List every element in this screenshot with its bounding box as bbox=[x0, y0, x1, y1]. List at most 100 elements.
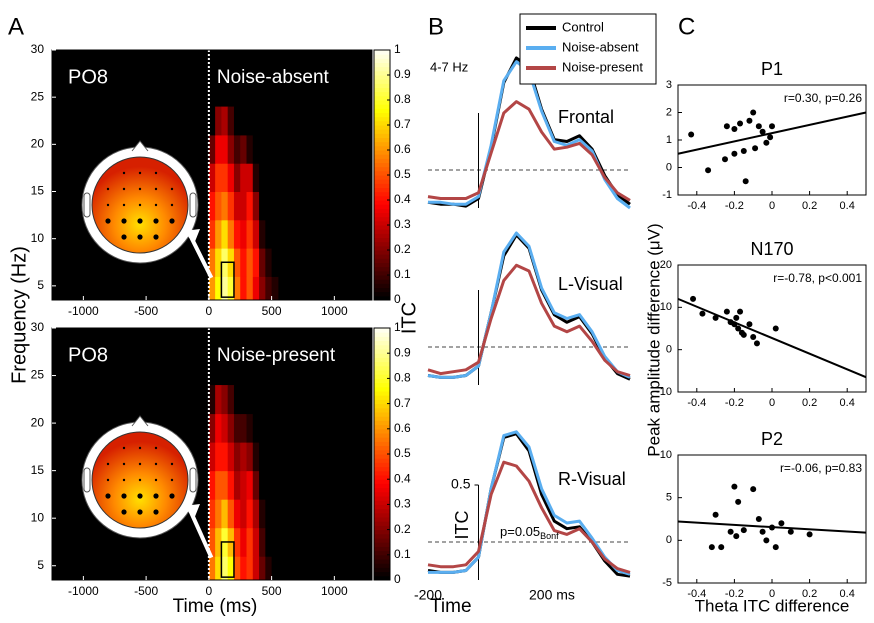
scatter-point bbox=[723, 123, 730, 130]
head-ear bbox=[189, 192, 197, 218]
electrode bbox=[106, 462, 110, 466]
heatmap-cell bbox=[208, 385, 216, 415]
heatmap-cell bbox=[215, 276, 222, 301]
electrode bbox=[137, 493, 143, 499]
y-tick-label: 20 bbox=[31, 415, 45, 429]
heatmap-cell bbox=[246, 527, 254, 557]
roi-box bbox=[220, 261, 235, 298]
colorbar-step bbox=[374, 245, 390, 251]
series-line bbox=[427, 100, 631, 202]
heatmap-cell bbox=[233, 499, 241, 529]
heatmap-cell bbox=[265, 191, 273, 221]
y-tick-label: 20 bbox=[31, 137, 45, 151]
heatmap-cell bbox=[252, 413, 260, 443]
heatmap-cell bbox=[259, 470, 266, 500]
colorbar-step bbox=[374, 87, 390, 93]
scatter-point bbox=[690, 295, 697, 302]
heatmap-cell bbox=[215, 163, 222, 193]
heatmap-cell bbox=[252, 442, 260, 472]
colorbar-step bbox=[374, 370, 390, 375]
colorbar-step bbox=[374, 470, 390, 476]
heatmap-cell bbox=[215, 470, 222, 500]
heatmap-cell bbox=[265, 499, 273, 529]
heatmap-cell bbox=[246, 219, 254, 249]
heatmap-cell bbox=[215, 248, 222, 277]
colorbar-step bbox=[374, 91, 390, 97]
scatter-point bbox=[806, 531, 813, 538]
colorbar-step bbox=[374, 449, 390, 455]
colorbar-step bbox=[374, 496, 390, 501]
colorbar-step bbox=[374, 424, 390, 430]
heatmap-cell bbox=[265, 248, 273, 277]
heatmap-cell bbox=[208, 499, 216, 529]
colorbar-step bbox=[374, 479, 390, 484]
heatmap-cell bbox=[215, 191, 222, 221]
scatter-point bbox=[759, 128, 766, 135]
y-tick-label: 5 bbox=[666, 492, 672, 504]
head-ear bbox=[189, 467, 197, 493]
heatmap-cell bbox=[233, 276, 241, 301]
colorbar-step bbox=[374, 158, 390, 163]
heatmap-cell bbox=[233, 219, 241, 249]
heatmap-cell bbox=[221, 276, 229, 301]
scatter-point bbox=[772, 325, 779, 332]
heatmap-cell bbox=[215, 385, 222, 415]
heatmap-cell bbox=[265, 442, 273, 472]
colorbar-step bbox=[374, 445, 390, 451]
colorbar-step bbox=[374, 212, 390, 218]
heatmap-cell bbox=[259, 219, 266, 249]
series-line bbox=[427, 263, 631, 377]
heatmap-cell bbox=[265, 106, 273, 136]
colorbar-step bbox=[374, 154, 390, 159]
electrode bbox=[122, 478, 126, 482]
heatmap-cell bbox=[240, 134, 248, 164]
colorbar-tick-label: 0.9 bbox=[394, 345, 411, 359]
heatmap-cell bbox=[259, 556, 266, 581]
scatter-point bbox=[731, 126, 738, 132]
heatmap-cell bbox=[265, 527, 273, 557]
heatmap-cell bbox=[233, 134, 241, 164]
scatter-point bbox=[752, 145, 759, 152]
heatmap-cell bbox=[221, 163, 229, 193]
heatmap-cell bbox=[271, 527, 279, 557]
y-tick-label: 2 bbox=[666, 106, 672, 118]
colorbar-step bbox=[374, 70, 390, 76]
scatter-point bbox=[763, 537, 770, 544]
colorbar-tick-label: 0.9 bbox=[394, 67, 411, 81]
heatmap-cell bbox=[252, 163, 260, 193]
heatmap-cell bbox=[208, 106, 216, 136]
heatmap-cell bbox=[240, 385, 248, 415]
x-tick-label: 0.2 bbox=[802, 588, 817, 600]
colorbar-step bbox=[374, 187, 390, 193]
colorbar-step bbox=[374, 357, 390, 363]
heatmap-cell bbox=[271, 499, 279, 529]
x-axis-label: Time bbox=[430, 596, 472, 617]
heatmap-cell bbox=[208, 556, 216, 581]
colorbar-step bbox=[374, 266, 390, 272]
heatmap-cell bbox=[246, 163, 254, 193]
stat-annotation: r=-0.06, p=0.83 bbox=[780, 461, 862, 475]
colorbar-step bbox=[374, 133, 390, 138]
colorbar-step bbox=[374, 183, 390, 188]
heatmap-cell bbox=[271, 276, 279, 301]
heatmap-cell bbox=[240, 556, 248, 581]
heatmap-cell bbox=[271, 556, 279, 581]
heatmap-cell bbox=[221, 556, 229, 581]
colorbar-step bbox=[374, 353, 390, 358]
electrode bbox=[138, 478, 142, 482]
scatter-point bbox=[759, 528, 766, 535]
heatmap-cell bbox=[271, 106, 279, 136]
colorbar-step bbox=[374, 454, 390, 459]
colorbar-step bbox=[374, 559, 390, 564]
heatmap-cell bbox=[233, 163, 241, 193]
x-tick-label: 0.2 bbox=[802, 200, 817, 212]
electrode bbox=[122, 187, 126, 191]
series-line bbox=[427, 233, 631, 381]
colorbar-step bbox=[374, 108, 390, 113]
heatmap-cell bbox=[215, 219, 222, 249]
y-tick-label: 25 bbox=[31, 368, 45, 382]
heatmap-cell bbox=[265, 413, 273, 443]
colorbar-step bbox=[374, 50, 390, 55]
scatter-point bbox=[778, 520, 785, 527]
electrode bbox=[106, 478, 110, 482]
